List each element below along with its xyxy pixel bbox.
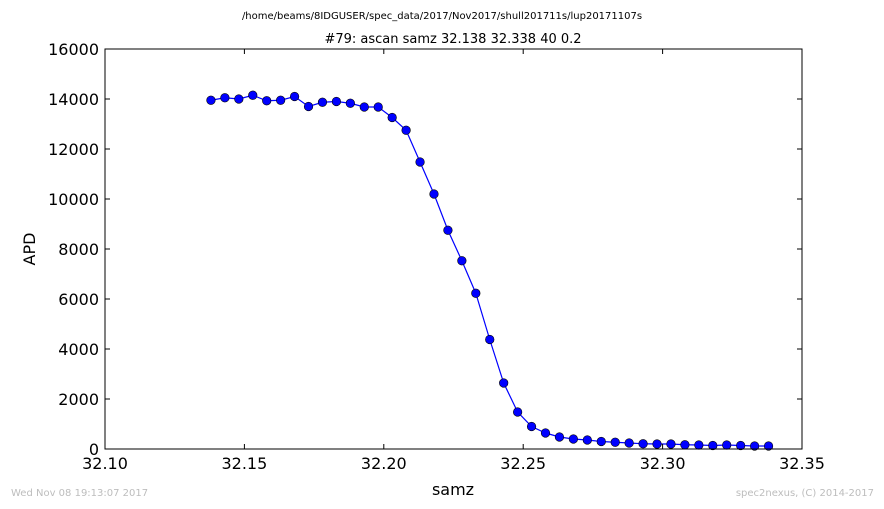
chart-suptitle: /home/beams/8IDGUSER/spec_data/2017/Nov2…	[242, 11, 642, 22]
data-point	[750, 441, 760, 451]
data-point	[485, 334, 495, 345]
data-point	[317, 97, 328, 107]
data-point	[652, 439, 662, 449]
data-point	[736, 440, 746, 451]
footer-timestamp: Wed Nov 08 19:13:07 2017	[11, 488, 149, 499]
data-point	[554, 432, 565, 442]
data-point	[206, 95, 216, 105]
data-point	[262, 96, 272, 106]
data-point	[582, 435, 592, 445]
plot-frame	[104, 48, 803, 450]
data-point	[457, 256, 467, 266]
data-point	[638, 439, 648, 449]
y-tick-label: 6000	[58, 290, 99, 309]
footer-credit: spec2nexus, (C) 2014-2017	[735, 488, 874, 499]
series-line	[210, 94, 769, 447]
data-point	[443, 225, 453, 235]
data-point	[540, 428, 551, 438]
data-point	[666, 439, 676, 449]
y-tick-label: 2000	[58, 390, 99, 409]
data-point	[429, 189, 439, 199]
x-tick-label: 32.20	[361, 454, 407, 473]
data-point	[694, 440, 704, 450]
y-tick-label: 10000	[48, 190, 99, 209]
data-point	[499, 378, 509, 388]
x-axis-label: samz	[432, 480, 474, 499]
y-tick-label: 14000	[48, 90, 99, 109]
data-point	[624, 438, 634, 448]
plot-marks	[206, 90, 774, 451]
data-point	[276, 95, 286, 105]
data-point	[220, 93, 230, 103]
data-point	[708, 440, 718, 451]
data-point	[234, 94, 244, 104]
data-point	[680, 440, 690, 450]
chart-title: #79: ascan samz 32.138 32.338 40 0.2	[324, 32, 581, 47]
data-point	[610, 437, 620, 447]
data-point	[596, 436, 606, 447]
data-point	[722, 440, 732, 450]
y-axis: 0 2000 4000 6000 8000 10000 12000 14000 16000	[48, 40, 802, 459]
data-point	[401, 125, 411, 135]
data-point	[359, 102, 369, 112]
y-axis-label: APD	[20, 233, 39, 266]
y-tick-label: 12000	[48, 140, 99, 159]
data-point	[345, 98, 355, 108]
x-tick-label: 32.30	[640, 454, 686, 473]
data-point	[331, 96, 342, 107]
x-tick-label: 32.15	[221, 454, 267, 473]
data-point	[513, 407, 523, 417]
data-point	[526, 421, 537, 432]
y-tick-label: 4000	[58, 340, 99, 359]
data-point	[387, 112, 397, 123]
data-point	[289, 91, 300, 102]
y-tick-label: 8000	[58, 240, 99, 259]
data-point	[568, 434, 578, 444]
data-point	[763, 441, 774, 451]
data-point	[471, 288, 481, 298]
x-tick-label: 32.10	[82, 454, 128, 473]
x-tick-label: 32.35	[779, 454, 825, 473]
data-point	[303, 101, 314, 112]
y-tick-label: 0	[89, 440, 99, 459]
data-point	[248, 90, 258, 100]
y-tick-label: 16000	[48, 40, 99, 59]
data-point	[373, 102, 383, 112]
x-tick-label: 32.25	[500, 454, 546, 473]
data-point	[415, 157, 425, 167]
x-axis: 32.10 32.15 32.20 32.25 32.30 32.35	[82, 49, 825, 473]
